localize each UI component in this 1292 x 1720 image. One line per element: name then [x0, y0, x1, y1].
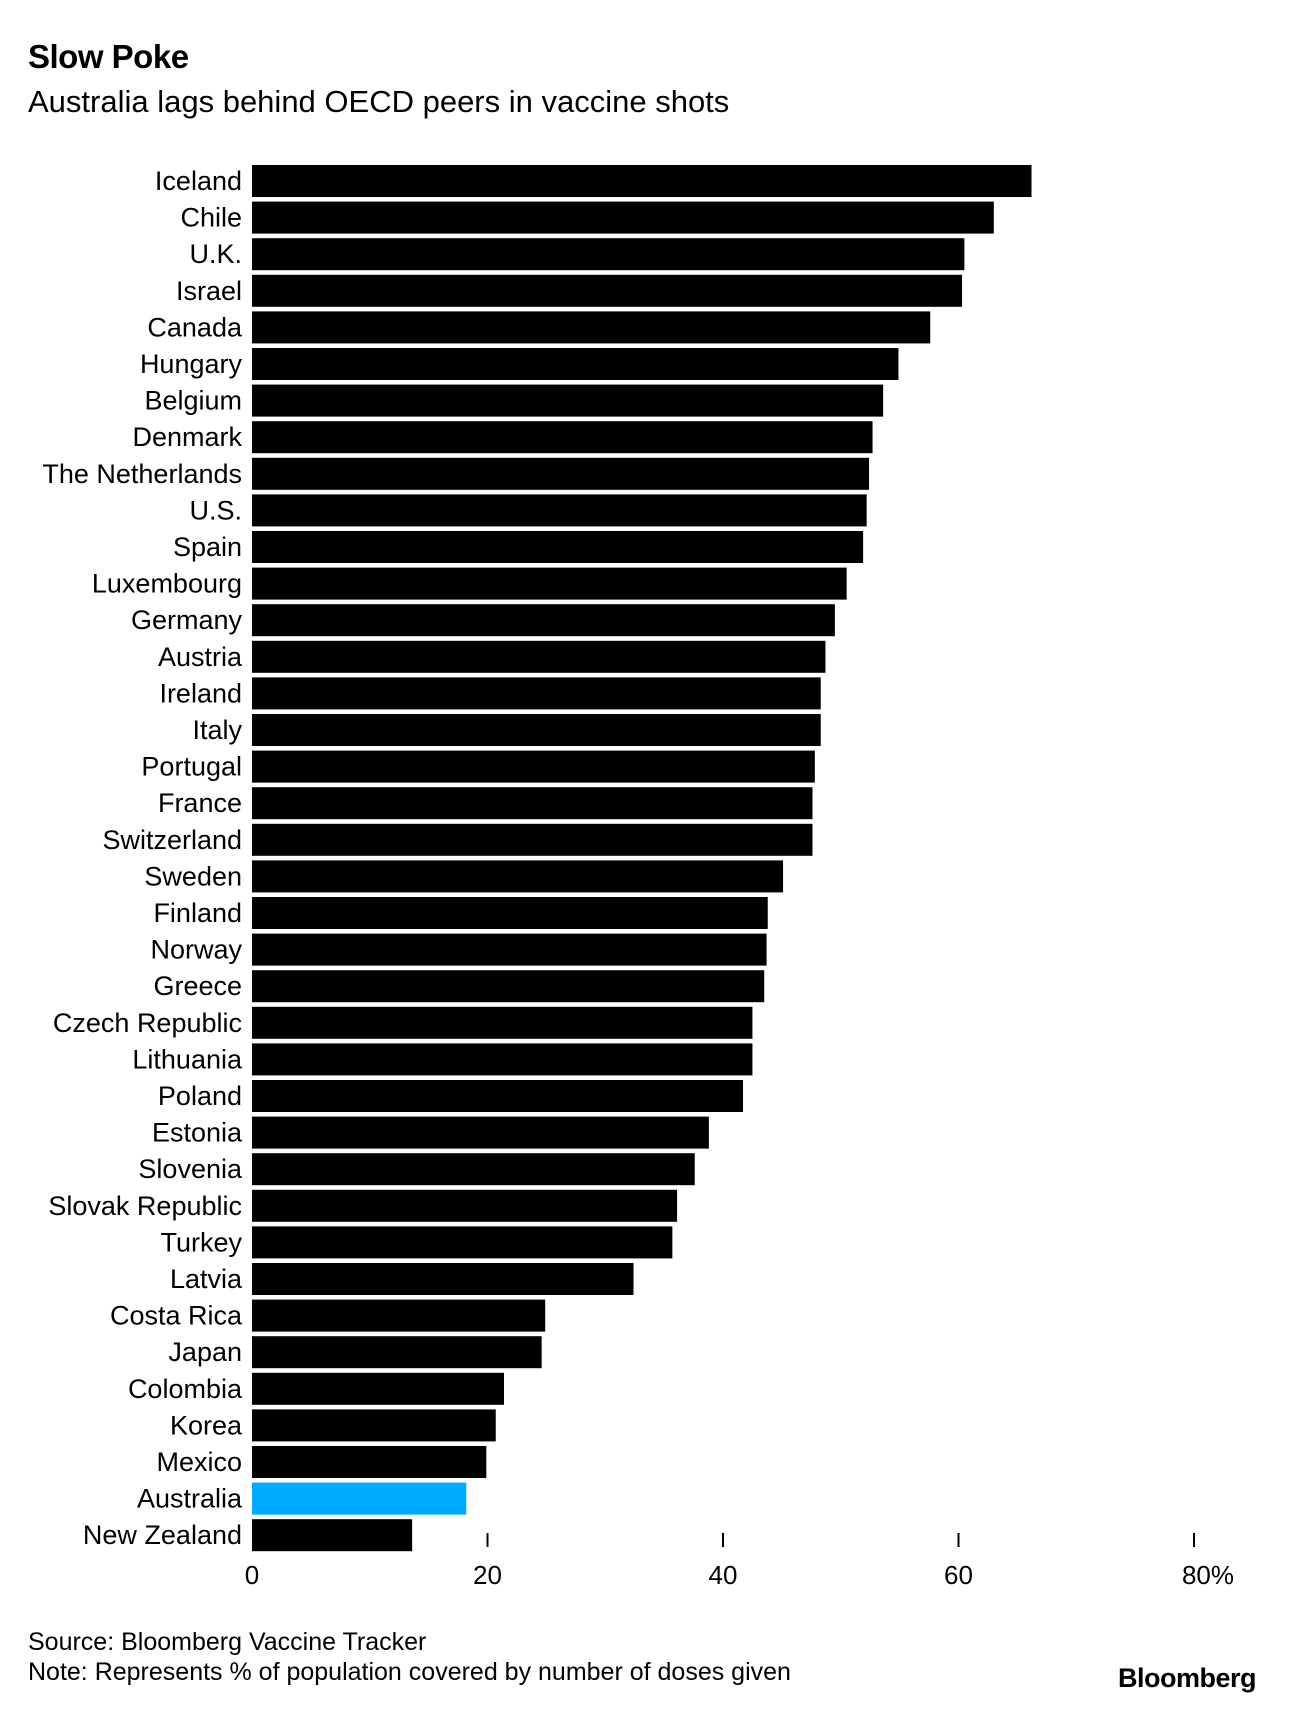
source-note: Source: Bloomberg Vaccine Tracker	[28, 1628, 427, 1656]
tick-label-20: 20	[473, 1560, 502, 1590]
label-iceland: Iceland	[155, 166, 242, 196]
tick-label-60: 60	[944, 1560, 973, 1590]
label-costa-rica: Costa Rica	[110, 1301, 243, 1331]
label-lithuania: Lithuania	[132, 1044, 243, 1074]
label-slovak-republic: Slovak Republic	[48, 1191, 242, 1221]
bar-u-k	[252, 238, 965, 271]
label-australia: Australia	[137, 1484, 243, 1514]
label-estonia: Estonia	[152, 1118, 243, 1148]
label-u-k: U.K.	[189, 239, 242, 269]
bar-chile	[252, 201, 994, 234]
label-korea: Korea	[170, 1410, 243, 1440]
bar-greece	[252, 970, 765, 1003]
label-u-s: U.S.	[189, 495, 242, 525]
label-denmark: Denmark	[132, 422, 242, 452]
label-belgium: Belgium	[144, 386, 242, 416]
bar-chart: Iceland Chile U.K. Israel Canada Hungary Belgi…	[42, 165, 1234, 1590]
chart-title: Slow Poke	[28, 38, 189, 75]
bar-ireland	[252, 677, 821, 710]
bar-spain	[252, 531, 864, 563]
bar-czech-republic	[252, 1006, 753, 1039]
bar-sweden	[252, 860, 784, 893]
label-portugal: Portugal	[141, 752, 242, 782]
bar-poland	[252, 1080, 744, 1112]
bar-luxembourg	[252, 567, 847, 600]
bar-estonia	[252, 1116, 709, 1149]
bar-latvia	[252, 1263, 634, 1295]
chart-subtitle: Australia lags behind OECD peers in vacc…	[28, 84, 730, 119]
tick-label-40: 40	[709, 1560, 738, 1590]
bar-costa-rica	[252, 1299, 546, 1332]
label-greece: Greece	[153, 971, 242, 1001]
bar-slovenia	[252, 1153, 695, 1186]
bloomberg-logo: Bloomberg	[1117, 1663, 1257, 1693]
bar-germany	[252, 604, 835, 637]
label-luxembourg: Luxembourg	[92, 569, 242, 599]
bars-group	[252, 165, 1032, 1552]
bar-italy	[252, 714, 821, 746]
label-canada: Canada	[147, 312, 243, 342]
label-czech-republic: Czech Republic	[53, 1008, 242, 1038]
methodology-note: Note: Represents % of population covered…	[28, 1658, 791, 1686]
bar-israel	[252, 274, 963, 307]
bar-norway	[252, 933, 767, 966]
label-new-zealand: New Zealand	[83, 1520, 242, 1550]
bar-colombia	[252, 1372, 504, 1405]
label-ireland: Ireland	[159, 678, 242, 708]
label-turkey: Turkey	[160, 1227, 242, 1257]
label-austria: Austria	[158, 642, 243, 672]
label-germany: Germany	[131, 605, 243, 635]
x-axis: 0 20 40 60 80%	[245, 1533, 1234, 1590]
bar-canada	[252, 311, 931, 344]
bar-denmark	[252, 421, 873, 454]
label-latvia: Latvia	[170, 1264, 243, 1294]
tick-label-80: 80%	[1182, 1560, 1234, 1590]
label-hungary: Hungary	[140, 349, 243, 379]
bar-slovak-republic	[252, 1189, 678, 1222]
label-the-netherlands: The Netherlands	[42, 459, 242, 489]
bar-korea	[252, 1409, 496, 1442]
category-labels: Iceland Chile U.K. Israel Canada Hungary Belgi…	[42, 166, 243, 1550]
label-france: France	[158, 788, 242, 818]
label-colombia: Colombia	[128, 1374, 243, 1404]
bar-belgium	[252, 384, 884, 417]
bar-australia	[252, 1482, 467, 1515]
label-mexico: Mexico	[156, 1447, 242, 1477]
bar-u-s	[252, 494, 867, 527]
label-israel: Israel	[176, 276, 242, 306]
bar-hungary	[252, 348, 899, 380]
label-switzerland: Switzerland	[102, 825, 242, 855]
label-norway: Norway	[150, 935, 242, 965]
bar-france	[252, 787, 813, 820]
label-spain: Spain	[173, 532, 242, 562]
label-finland: Finland	[153, 898, 242, 928]
label-japan: Japan	[168, 1337, 242, 1367]
bar-austria	[252, 640, 826, 673]
bar-the-netherlands	[252, 457, 870, 490]
tick-label-0: 0	[245, 1560, 259, 1590]
label-slovenia: Slovenia	[138, 1154, 243, 1184]
bar-japan	[252, 1336, 542, 1369]
bar-iceland	[252, 165, 1032, 197]
bar-portugal	[252, 750, 815, 783]
bar-mexico	[252, 1446, 487, 1478]
bar-new-zealand	[252, 1519, 413, 1552]
label-chile: Chile	[180, 203, 242, 233]
bar-lithuania	[252, 1043, 753, 1076]
bar-finland	[252, 897, 768, 929]
bar-turkey	[252, 1226, 673, 1259]
bar-switzerland	[252, 823, 813, 856]
label-poland: Poland	[158, 1081, 242, 1111]
label-sweden: Sweden	[144, 861, 242, 891]
label-italy: Italy	[192, 715, 242, 745]
